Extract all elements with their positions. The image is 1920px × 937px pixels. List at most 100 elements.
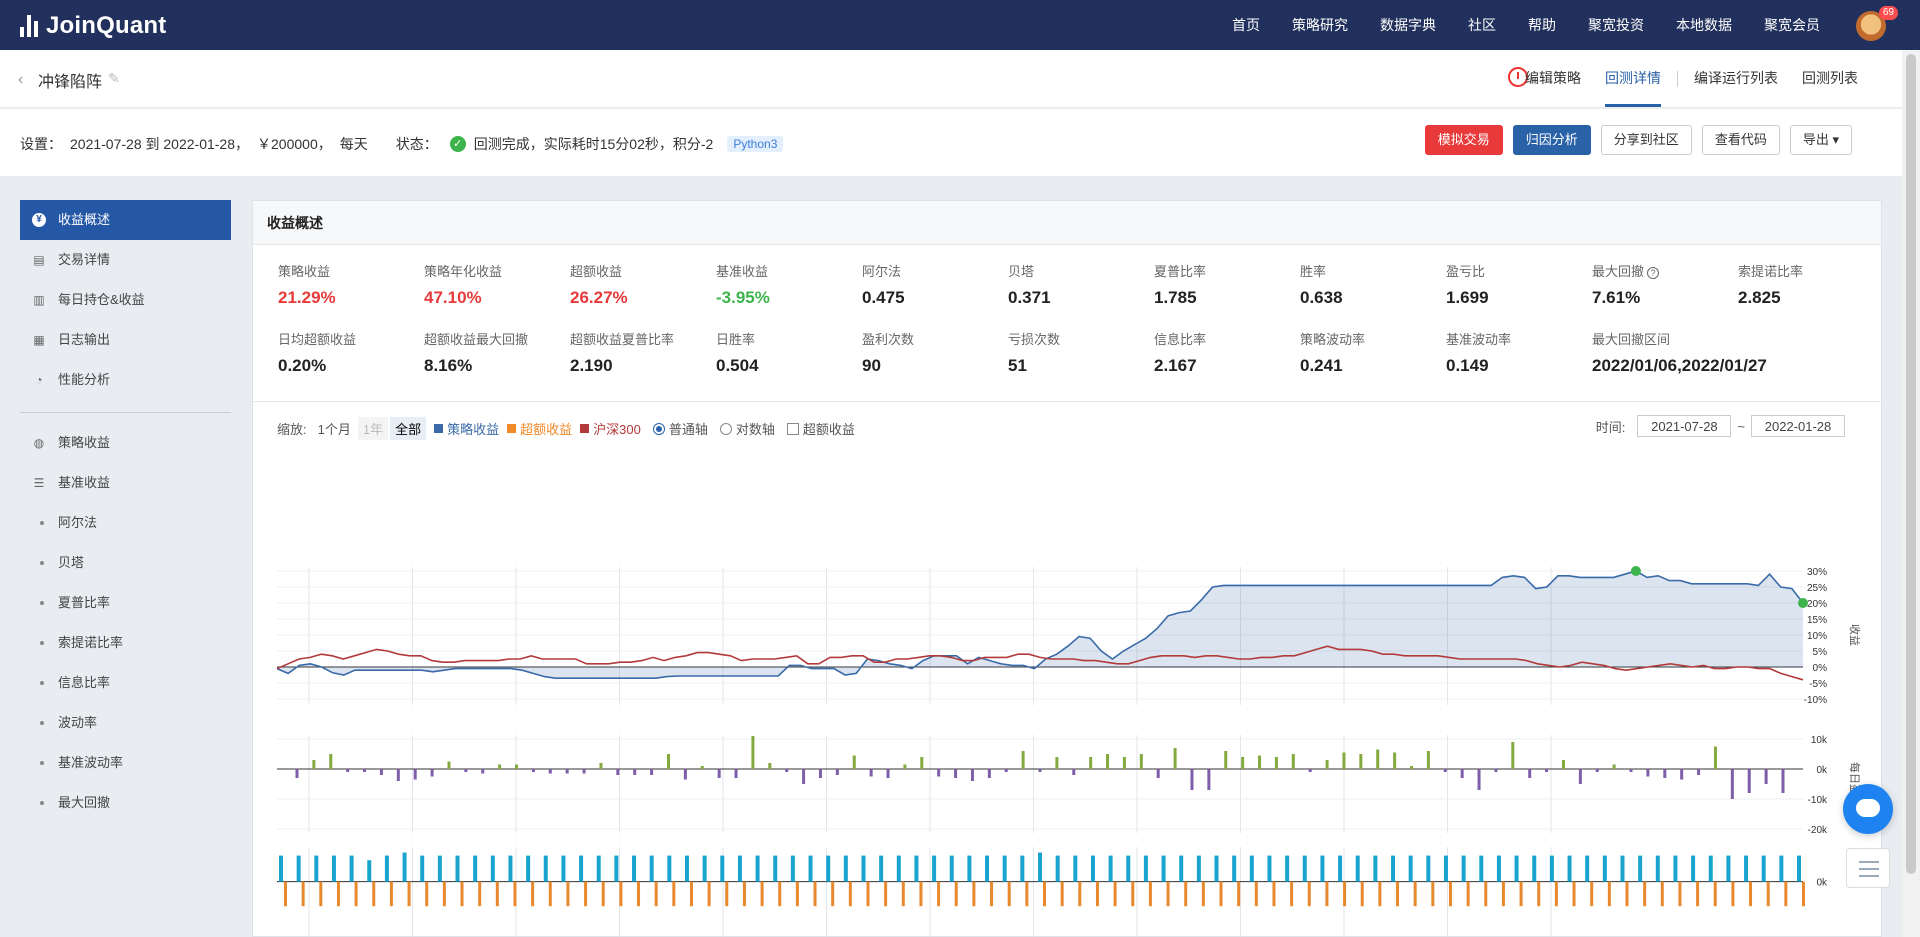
pnl-bar: [920, 757, 924, 769]
sell-bar: [1254, 881, 1258, 907]
nav-item-data-dictionary[interactable]: 数据字典: [1380, 17, 1436, 33]
scrollbar-thumb[interactable]: [1906, 54, 1916, 874]
metric-label: 最大回撤?: [1592, 261, 1732, 280]
sidebar-item-benchmark-return[interactable]: ☰ 基准收益: [20, 463, 231, 503]
buy-bar: [526, 855, 531, 882]
nav-item-research[interactable]: 策略研究: [1292, 17, 1348, 33]
sell-bar: [1448, 881, 1452, 907]
help-icon[interactable]: ?: [1647, 267, 1660, 279]
y-tick-label: 0%: [1813, 663, 1828, 674]
pencil-icon[interactable]: ✎: [108, 70, 120, 86]
log-axis-label: 对数轴: [735, 422, 775, 437]
buy-bar: [790, 855, 795, 882]
tab-backtest-detail[interactable]: 回测详情: [1605, 50, 1661, 107]
excess-return-label: 超额收益: [802, 422, 855, 437]
metric-label-text: 策略收益: [278, 264, 331, 279]
tab-edit-strategy[interactable]: 编辑策略: [1525, 70, 1581, 86]
log-axis-radio[interactable]: [719, 422, 732, 435]
view-code-button[interactable]: 查看代码: [1701, 125, 1780, 155]
pnl-bar: [886, 769, 890, 778]
y-tick-label: 30%: [1807, 567, 1827, 578]
logo[interactable]: JoinQuant: [20, 12, 166, 40]
pnl-bar: [650, 769, 654, 775]
date-to-input[interactable]: [1751, 415, 1845, 437]
nav-item-membership[interactable]: 聚宽会员: [1764, 17, 1820, 33]
zoom-1-year-button[interactable]: 1年: [357, 417, 389, 440]
sidebar-item-sharpe[interactable]: 夏普比率: [20, 583, 231, 623]
pnl-bar: [1612, 764, 1616, 769]
sidebar-item-benchmark-volatility[interactable]: 基准波动率: [20, 743, 231, 783]
nav-item-help[interactable]: 帮助: [1528, 17, 1556, 33]
metric-label-text: 盈亏比: [1446, 264, 1486, 279]
buy-bar: [1038, 852, 1042, 882]
sell-bar: [319, 881, 323, 907]
nav-item-local-data[interactable]: 本地数据: [1676, 17, 1732, 33]
sidebar-item-sortino[interactable]: 索提诺比率: [20, 623, 231, 663]
buy-bar: [579, 855, 584, 882]
sidebar-item-positions[interactable]: ▥ 每日持仓&收益: [20, 280, 231, 320]
excess-return-checkbox[interactable]: [786, 422, 799, 435]
buy-bar: [861, 855, 866, 882]
share-community-button[interactable]: 分享到社区: [1600, 125, 1692, 155]
sell-bar: [301, 881, 305, 907]
sidebar-item-performance[interactable]: ◔ 性能分析: [20, 360, 231, 400]
legend-excess[interactable]: 超额收益: [507, 419, 572, 438]
metric-value: 0.504: [716, 356, 759, 375]
check-circle-icon: ✓: [449, 136, 466, 152]
sidebar-item-alpha[interactable]: 阿尔法: [20, 503, 231, 543]
tab-compile-list[interactable]: 编译运行列表: [1694, 70, 1778, 86]
sidebar-item-max-drawdown[interactable]: 最大回撤: [20, 783, 231, 823]
sell-bar: [1784, 881, 1788, 907]
chat-icon[interactable]: [1843, 784, 1893, 834]
chart-controls: 缩放: 1个月 1年 全部 策略收益 超额收益 沪深300 普通轴 对数轴 超额…: [277, 417, 855, 440]
sell-bar: [407, 881, 411, 907]
date-from-input[interactable]: [1637, 415, 1732, 437]
normal-axis-radio[interactable]: [652, 422, 665, 435]
nav-menu: 首页 策略研究 数据字典 社区 帮助 聚宽投资 本地数据 聚宽会员: [1200, 0, 1820, 50]
buy-bar: [1479, 855, 1484, 882]
sell-bar: [1360, 881, 1364, 907]
series-line-benchmark: [276, 645, 1804, 681]
sidebar-item-logs[interactable]: ▦ 日志输出: [20, 320, 231, 360]
pnl-bar: [1308, 769, 1312, 772]
zoom-label: 缩放:: [277, 422, 307, 437]
zoom-1-month-button[interactable]: 1个月: [317, 422, 351, 437]
tab-backtest-list[interactable]: 回测列表: [1802, 70, 1858, 86]
export-dropdown[interactable]: 导出 ▾: [1789, 125, 1852, 155]
sell-bar: [1766, 881, 1770, 907]
nav-item-investment[interactable]: 聚宽投资: [1588, 17, 1644, 33]
sidebar-item-overview[interactable]: ¥ 收益概述: [20, 200, 231, 240]
max-drawdown-start-marker: [1630, 566, 1641, 576]
legend-benchmark[interactable]: 沪深300: [580, 419, 641, 438]
sidebar-item-strategy-return[interactable]: ◍ 策略收益: [20, 423, 231, 463]
simulate-trading-button[interactable]: 模拟交易: [1424, 125, 1503, 155]
buy-bar: [826, 855, 831, 882]
metric-value: 0.638: [1300, 288, 1343, 307]
sidebar-item-trades[interactable]: ▤ 交易详情: [20, 240, 231, 280]
sell-bar: [1095, 881, 1099, 907]
backtest-chart[interactable]: 21-08-0221-08-1621-08-3021-09-1321-09-27…: [253, 437, 1882, 937]
metric-label-text: 贝塔: [1008, 264, 1035, 279]
pnl-bar: [1747, 769, 1751, 793]
y-tick-label: -20k: [1808, 825, 1828, 836]
logo-icon: [20, 15, 38, 37]
sidebar-item-beta[interactable]: 贝塔: [20, 543, 231, 583]
metric-item: 基准收益 -3.95%: [716, 261, 856, 308]
nav-item-community[interactable]: 社区: [1468, 17, 1496, 33]
nav-item-home[interactable]: 首页: [1232, 17, 1260, 33]
sell-bar: [1537, 881, 1541, 907]
legend-strategy[interactable]: 策略收益: [434, 419, 499, 438]
y-tick-label: 10k: [1811, 735, 1828, 746]
metric-item: 信息比率 2.167: [1154, 329, 1294, 376]
chevron-left-icon[interactable]: ‹: [18, 71, 24, 88]
sell-bar: [354, 881, 358, 907]
sidebar-item-information-ratio[interactable]: 信息比率: [20, 663, 231, 703]
sell-bar: [831, 881, 835, 907]
sidebar-item-volatility[interactable]: 波动率: [20, 703, 231, 743]
zoom-all-button[interactable]: 全部: [390, 417, 427, 440]
metric-item: 盈亏比 1.699: [1446, 261, 1586, 308]
page-scrollbar[interactable]: [1902, 50, 1920, 937]
list-icon[interactable]: [1846, 848, 1890, 888]
attribution-analysis-button[interactable]: 归因分析: [1512, 125, 1591, 155]
pnl-bar: [599, 763, 603, 769]
